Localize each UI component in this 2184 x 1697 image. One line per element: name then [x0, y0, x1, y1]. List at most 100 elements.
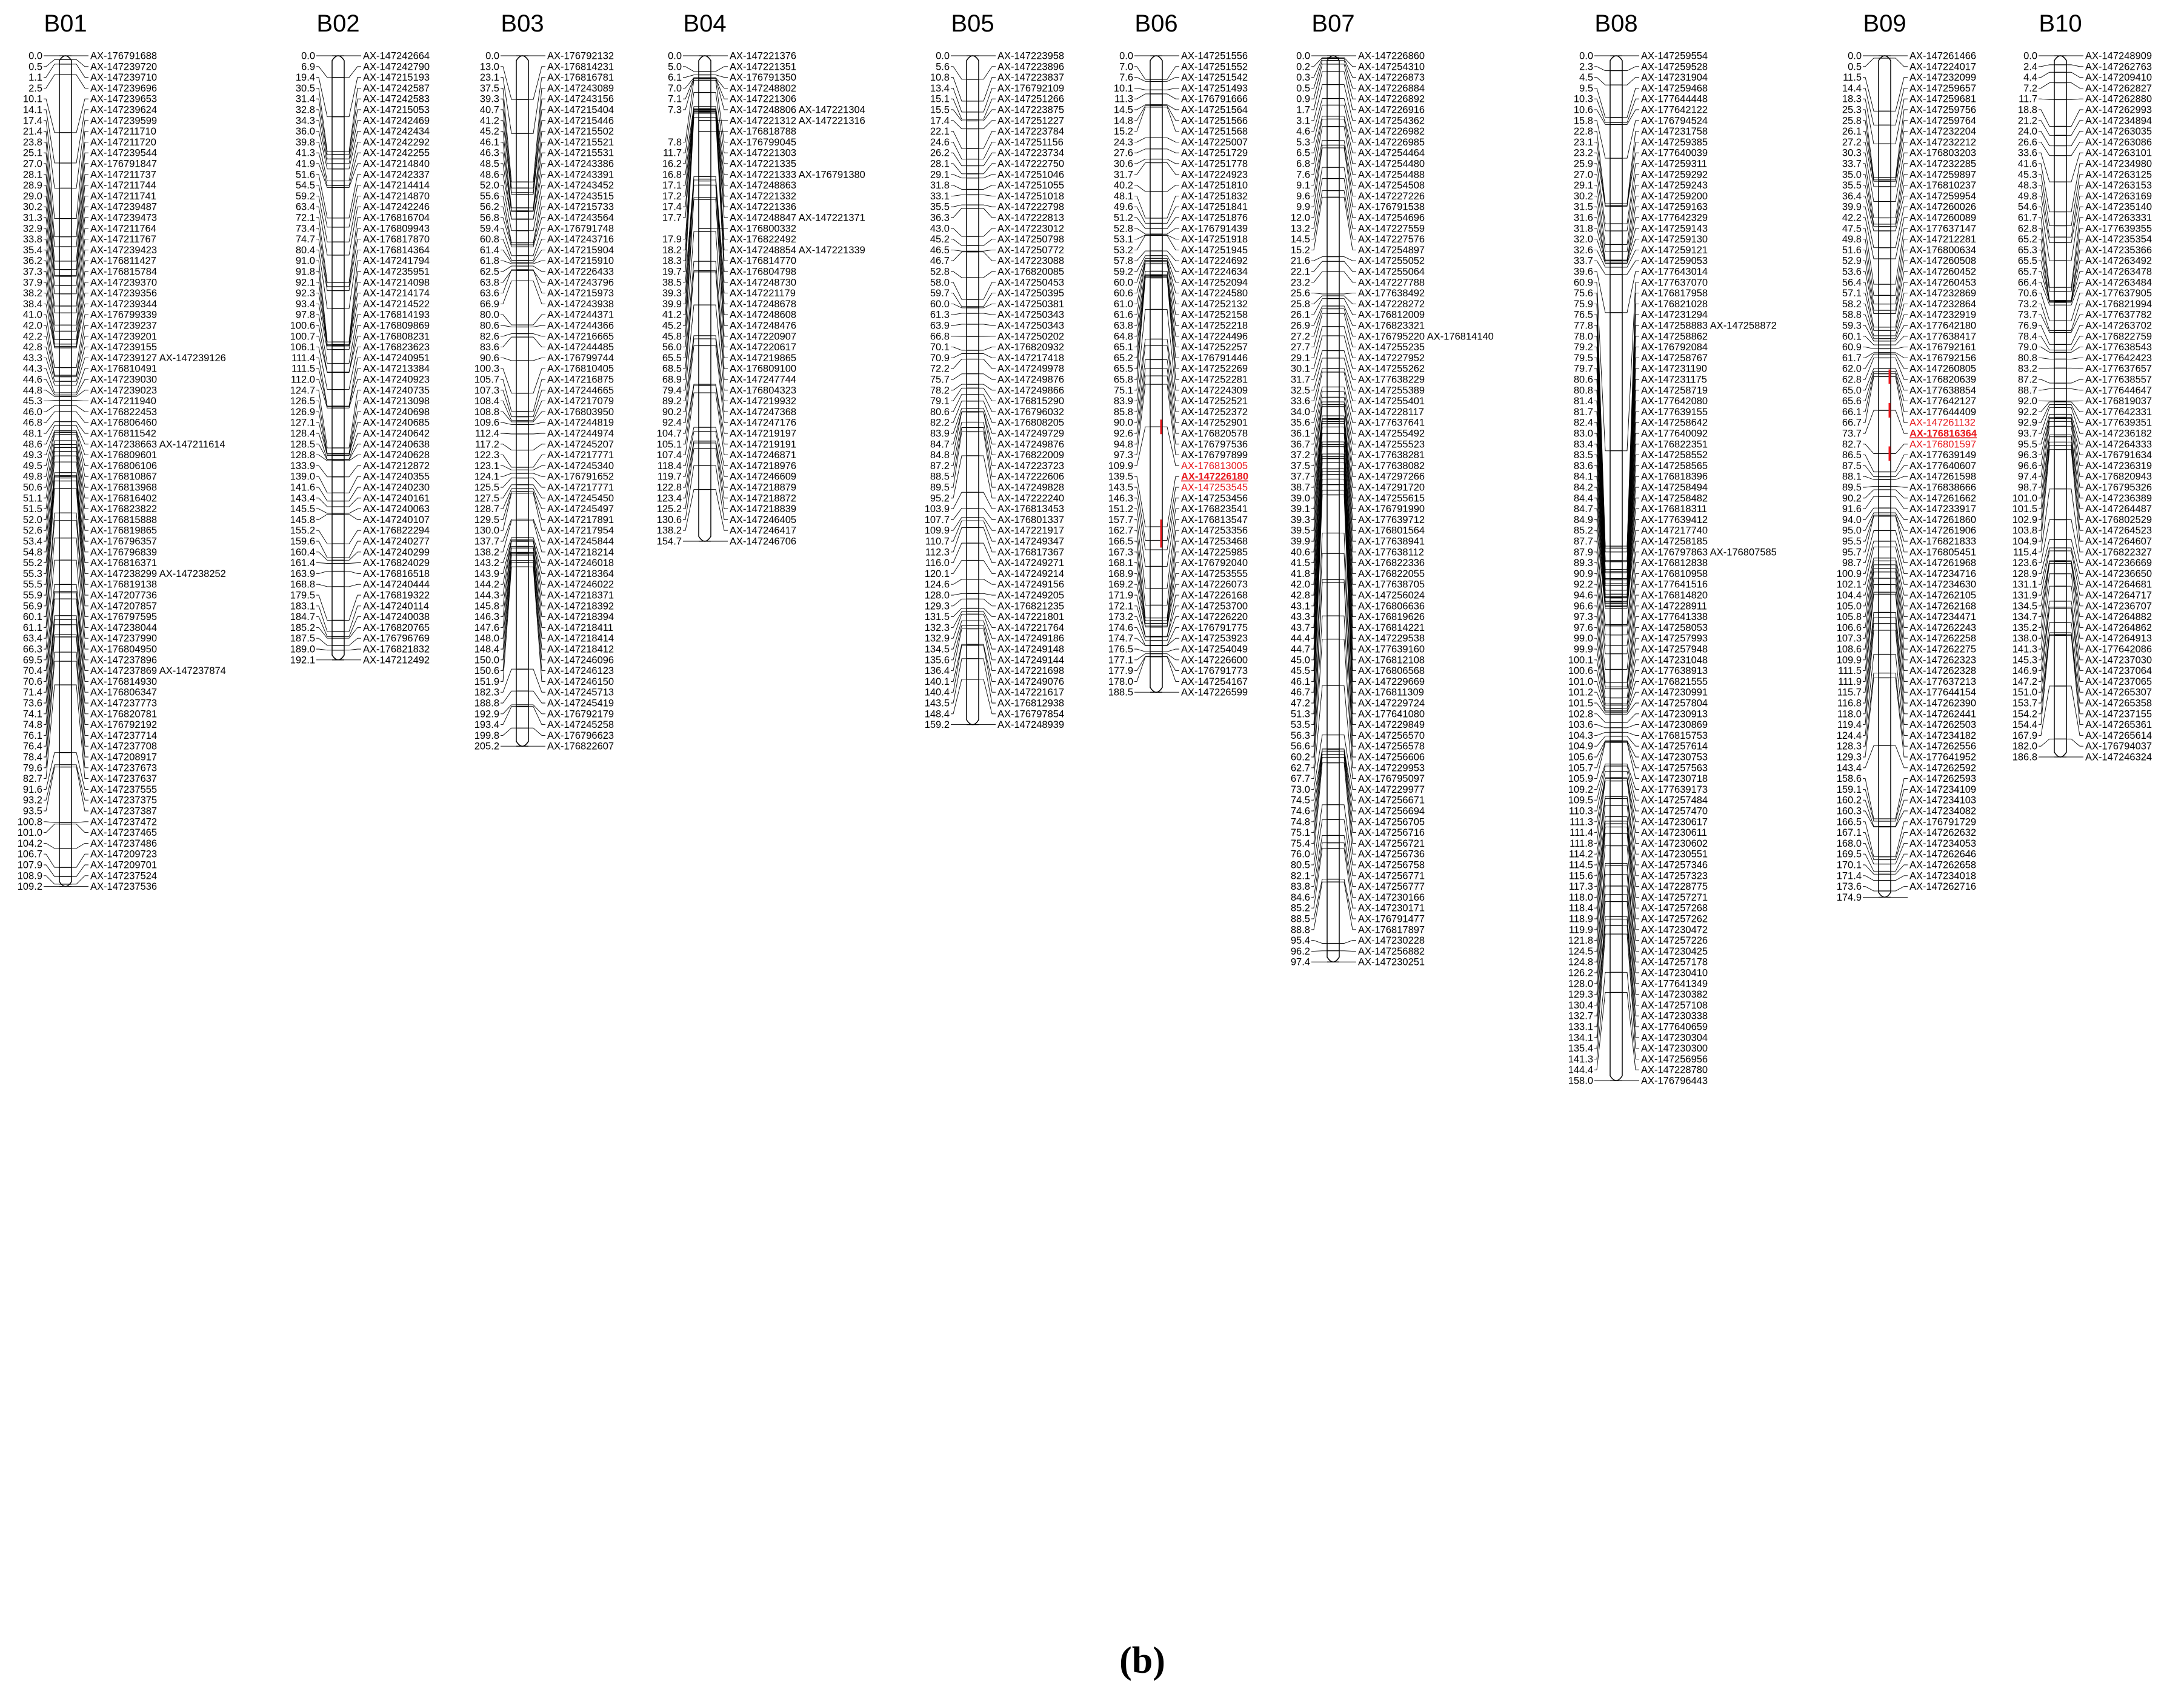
marker-label: AX-147237030 [2085, 655, 2152, 665]
position-connector [683, 465, 699, 520]
marker-label: AX-147221376 [730, 51, 796, 62]
marker-label: AX-147245258 [547, 719, 614, 730]
marker-position: 19.7 [662, 267, 682, 278]
marker-label: AX-147265361 [2085, 719, 2152, 730]
marker-connector [72, 434, 88, 477]
marker-connector [1622, 595, 1639, 670]
marker-label: AX-176824029 [363, 558, 430, 568]
position-connector [1863, 592, 1879, 672]
marker-connector [72, 405, 88, 412]
marker-connector [1622, 314, 1639, 553]
marker-connector [1622, 972, 1639, 1059]
position-connector [951, 387, 967, 402]
position-connector [44, 379, 59, 396]
marker-position: 66.9 [480, 299, 499, 310]
marker-connector [1622, 465, 1639, 599]
marker-label: AX-147259528 [1641, 61, 1708, 72]
position-connector [1134, 228, 1150, 235]
marker-position: 56.6 [1291, 741, 1310, 752]
marker-label: AX-176791439 [1181, 223, 1248, 234]
marker-label: AX-147237486 [90, 838, 157, 849]
marker-position: 94.6 [1574, 590, 1593, 601]
position-connector [44, 425, 59, 445]
marker-connector [1339, 126, 1356, 175]
marker-position: 28.1 [23, 169, 42, 180]
marker-label: AX-176796443 [1641, 1076, 1708, 1087]
marker-label: AX-147246706 [730, 536, 796, 547]
marker-position: 13.0 [480, 61, 499, 72]
marker-label: AX-176817897 [1358, 924, 1425, 935]
marker-connector [528, 131, 545, 208]
marker-connector [1891, 163, 1908, 218]
marker-connector [979, 517, 996, 531]
position-connector [1863, 788, 1879, 822]
chromosome-bar [516, 55, 529, 747]
marker-connector [72, 347, 88, 382]
marker-position: 72.2 [930, 364, 950, 375]
marker-label: AX-176797595 [90, 612, 157, 622]
marker-position: 4.4 [2023, 72, 2037, 83]
marker-position: 157.7 [1108, 515, 1133, 525]
marker-label: AX-147250202 [997, 331, 1064, 342]
marker-position: 139.0 [290, 472, 315, 482]
marker-connector [1891, 512, 1908, 531]
marker-label: AX-176800332 [730, 223, 796, 234]
marker-connector [72, 767, 88, 812]
marker-connector [344, 66, 361, 78]
marker-connector [1891, 195, 1908, 232]
marker-position: 170.1 [1837, 860, 1862, 871]
marker-position: 6.8 [1296, 159, 1310, 170]
marker-connector [1339, 368, 1356, 402]
marker-label: AX-147220907 [730, 331, 796, 342]
marker-connector [1622, 648, 1639, 704]
position-connector [44, 120, 59, 188]
position-connector [501, 239, 516, 261]
marker-label: AX-147216875 [547, 375, 614, 385]
marker-label: AX-176819037 [2085, 396, 2152, 407]
position-connector [1134, 217, 1150, 229]
marker-position: 45.2 [662, 321, 682, 332]
position-connector [1863, 630, 1879, 725]
position-connector [1311, 458, 1327, 618]
marker-label: AX-147230425 [1641, 946, 1708, 957]
marker-position: 65.3 [2018, 245, 2037, 256]
marker-position: 151.0 [2013, 687, 2037, 698]
marker-label: AX-176791748 [547, 223, 614, 234]
marker-label: AX-147221179 [730, 288, 796, 299]
marker-connector [72, 634, 88, 736]
marker-label: AX-147249828 [997, 482, 1064, 493]
marker-connector [72, 584, 88, 661]
marker-position: 18.2 [662, 245, 682, 256]
marker-connector [1162, 235, 1179, 240]
marker-position: 112.0 [291, 375, 315, 385]
position-connector [1863, 444, 1879, 454]
marker-label: AX-147234182 [1909, 730, 1976, 741]
marker-connector [528, 433, 545, 435]
marker-label: AX-147262593 [1909, 773, 1976, 784]
marker-connector [72, 478, 88, 585]
position-connector [1134, 562, 1150, 624]
position-connector [501, 539, 516, 574]
marker-connector [1339, 418, 1356, 499]
position-connector [1134, 235, 1150, 240]
marker-position: 100.3 [474, 364, 499, 375]
marker-label: AX-147221801 [997, 612, 1064, 622]
marker-position: 32.6 [1574, 245, 1593, 256]
marker-label: AX-147239487 [90, 202, 157, 213]
position-connector [951, 66, 967, 80]
marker-connector [1339, 178, 1356, 229]
marker-label: AX-147254696 [1358, 213, 1425, 224]
marker-position: 93.4 [296, 299, 315, 310]
position-connector [1134, 275, 1150, 358]
position-connector [501, 333, 516, 337]
marker-connector [711, 384, 728, 434]
marker-label: AX-147226073 [1181, 579, 1248, 590]
marker-label: AX-147225985 [1181, 547, 1248, 558]
marker-label: AX-147234018 [1909, 870, 1976, 881]
marker-connector [1891, 282, 1908, 328]
marker-connector [344, 163, 361, 188]
position-connector [501, 206, 516, 245]
marker-label: AX-147221698 [997, 665, 1064, 676]
position-connector [951, 517, 967, 531]
